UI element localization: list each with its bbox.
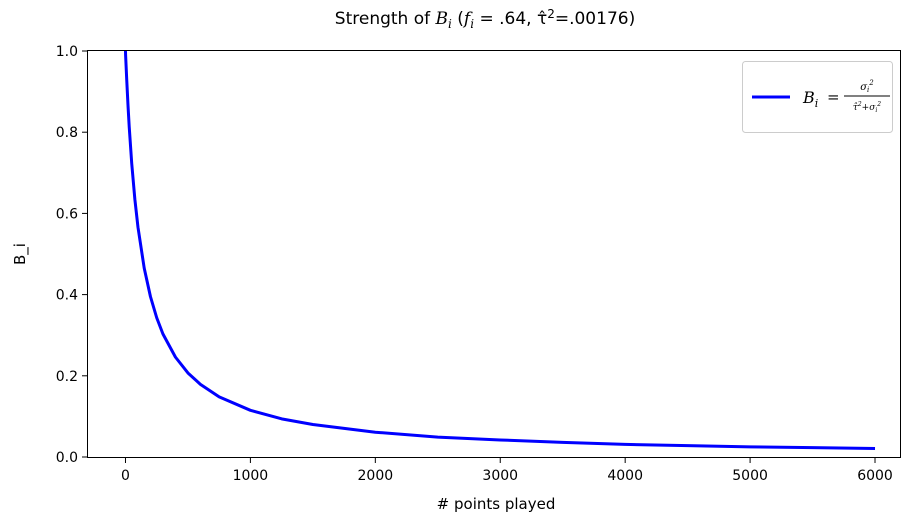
series-line-b-i: [123, 50, 876, 450]
legend-numerator: σi2: [860, 79, 874, 94]
y-tick-label: 0.8: [56, 125, 78, 141]
plot-frame: [87, 50, 901, 458]
title-b: B: [435, 9, 449, 29]
title-prefix: Strength of: [335, 9, 436, 29]
legend-den-sigma: σ: [869, 103, 876, 113]
y-axis-ticks: 0.0 0.2 0.4 0.6 0.8 1.0: [56, 44, 88, 466]
x-tick-label: 2000: [358, 468, 394, 484]
x-tick-label: 3000: [482, 468, 518, 484]
title-tau-superscript: 2: [547, 7, 555, 21]
y-tick-label: 0.4: [56, 288, 78, 304]
y-tick-label: 0.6: [56, 206, 78, 222]
legend-num-sub: i: [867, 86, 869, 94]
legend-box: [742, 61, 893, 133]
legend-den-tau: τ̂: [853, 102, 859, 113]
y-tick-label: 0.0: [56, 450, 78, 466]
legend-den-tau-sup: 2: [857, 101, 862, 108]
title-paren: (: [452, 9, 464, 29]
legend-equals: =: [827, 88, 840, 106]
title-b-subscript: i: [448, 17, 452, 31]
x-tick-label: 6000: [857, 468, 893, 484]
x-tick-label: 0: [121, 468, 130, 484]
chart-title: Strength of Bi (fi = .64, τ̂2=.00176): [335, 7, 635, 31]
legend-num-sup: 2: [868, 79, 874, 87]
title-f: f: [462, 9, 473, 29]
legend-den-plus: +: [862, 103, 870, 113]
title-tau: τ̂: [537, 9, 547, 29]
x-axis-label: # points played: [437, 495, 556, 513]
x-axis-ticks: 0 1000 2000 3000 4000 5000 6000: [121, 457, 893, 484]
y-tick-label: 1.0: [56, 44, 78, 60]
legend-den-sigma-sup: 2: [876, 101, 881, 108]
x-tick-label: 1000: [233, 468, 269, 484]
legend-b-subscript: i: [815, 97, 819, 110]
legend: Bi = σi2 τ̂2+σi2: [742, 61, 893, 133]
legend-num-sigma: σ: [860, 82, 868, 93]
title-f-subscript: i: [470, 17, 474, 31]
title-tau-eq: =.00176): [555, 9, 635, 29]
legend-b-letter: B: [802, 88, 815, 107]
x-tick-label: 5000: [732, 468, 768, 484]
x-tick-label: 4000: [607, 468, 643, 484]
title-f-eq: = .64,: [474, 9, 537, 29]
y-tick-label: 0.2: [56, 369, 78, 385]
y-axis-label: B_i: [11, 243, 30, 265]
legend-den-sigma-sub: i: [875, 107, 877, 114]
legend-b: Bi: [802, 88, 818, 110]
legend-denominator: τ̂2+σi2: [853, 101, 881, 114]
